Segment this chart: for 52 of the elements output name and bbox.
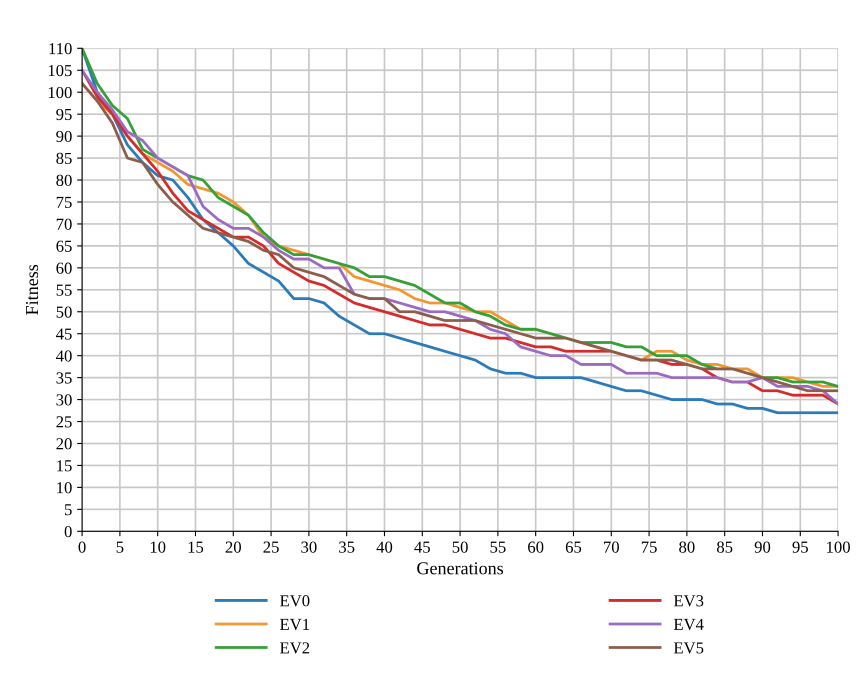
legend-label: EV3 [674, 595, 704, 607]
x-tick-label: 10 [150, 542, 166, 553]
y-tick-label: 70 [56, 218, 72, 230]
x-axis-title: Generations [417, 562, 504, 574]
x-tick-label: 30 [301, 542, 317, 553]
x-tick-label: 40 [376, 542, 392, 553]
y-tick-label: 75 [56, 196, 72, 208]
x-tick-label: 55 [490, 542, 506, 553]
y-tick-label: 10 [57, 482, 72, 494]
legend-label: EV1 [280, 618, 310, 630]
x-tick-label: 35 [339, 542, 354, 553]
y-tick-label: 0 [64, 526, 72, 538]
y-tick-label: 80 [56, 174, 72, 186]
y-tick-label: 25 [56, 416, 72, 428]
y-tick-label: 105 [48, 64, 72, 76]
y-tick-label: 20 [56, 438, 72, 450]
y-tick-label: 110 [49, 43, 72, 54]
y-tick-label: 40 [56, 350, 72, 362]
x-tick-label: 0 [78, 542, 86, 553]
x-tick-label: 25 [263, 542, 279, 553]
x-tick-label: 60 [528, 542, 544, 553]
x-tick-label: 90 [754, 542, 770, 553]
y-tick-label: 90 [56, 130, 72, 142]
y-tick-label: 55 [56, 284, 72, 296]
x-tick-label: 65 [566, 542, 582, 553]
x-tick-label: 95 [792, 542, 808, 553]
legend-label: EV0 [280, 595, 310, 607]
y-tick-label: 85 [56, 152, 72, 164]
x-tick-label: 20 [226, 542, 241, 553]
x-tick-label: 70 [604, 542, 619, 553]
y-tick-label: 95 [56, 108, 72, 120]
legend-label: EV4 [674, 618, 704, 630]
y-tick-label: 15 [57, 460, 72, 472]
y-tick-label: 50 [56, 306, 72, 318]
y-tick-label: 35 [56, 372, 72, 384]
x-tick-label: 80 [679, 542, 695, 553]
y-tick-label: 100 [48, 86, 72, 98]
x-tick-label: 100 [827, 542, 850, 553]
x-tick-label: 15 [188, 542, 204, 553]
legend-label: EV5 [674, 642, 704, 654]
x-tick-label: 45 [414, 542, 430, 553]
x-tick-label: 5 [116, 542, 124, 553]
x-tick-label: 50 [452, 542, 468, 553]
x-tick-label: 75 [642, 542, 657, 553]
y-tick-label: 45 [56, 328, 72, 340]
y-tick-label: 5 [64, 504, 72, 516]
y-tick-label: 60 [56, 262, 72, 274]
legend-label: EV2 [280, 642, 310, 654]
y-tick-label: 30 [56, 394, 72, 406]
x-tick-label: 85 [716, 542, 732, 553]
y-tick-label: 65 [56, 240, 72, 252]
y-axis-title: Fitness [26, 264, 38, 315]
